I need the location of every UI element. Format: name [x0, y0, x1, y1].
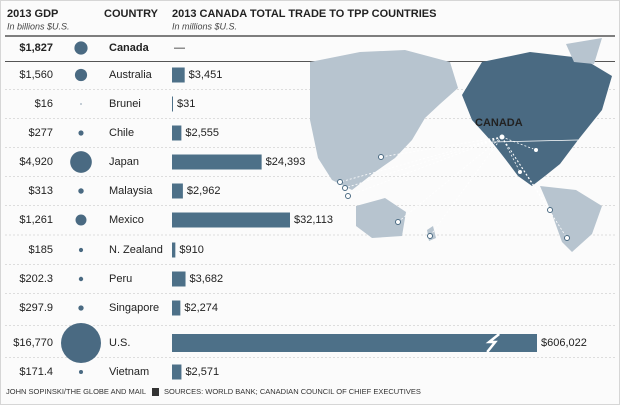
trade-bar — [172, 183, 183, 199]
trade-bar — [172, 364, 182, 380]
trade-label: $3,451 — [189, 69, 223, 81]
gdp-label: $1,560 — [19, 69, 53, 81]
trade-label: — — [174, 42, 185, 54]
country-label: Canada — [109, 42, 150, 54]
gdp-bubble — [74, 68, 88, 82]
country-label: Malaysia — [109, 185, 153, 197]
gdp-label: $4,920 — [19, 156, 53, 168]
gdp-label: $1,261 — [19, 214, 53, 226]
gdp-label: $171.4 — [19, 366, 53, 378]
trade-label: $2,555 — [185, 127, 219, 139]
greenland — [566, 38, 602, 64]
asia — [310, 50, 458, 190]
gdp-bubble — [75, 214, 87, 226]
axis-break — [485, 333, 500, 353]
source: SOURCES: WORLD BANK; CANADIAN COUNCIL OF… — [164, 387, 421, 396]
trade-bar — [172, 96, 173, 112]
south-america — [540, 186, 602, 252]
trade-bar — [172, 154, 262, 170]
country-label: N. Zealand — [109, 244, 163, 256]
route-points — [337, 133, 570, 241]
country-label: Chile — [109, 127, 134, 139]
gdp-subtitle: In billions $U.S. — [7, 21, 70, 31]
credit: JOHN SOPINSKI/THE GLOBE AND MAIL — [6, 387, 146, 396]
country-label: Peru — [109, 273, 132, 285]
trade-label: $24,393 — [266, 156, 306, 168]
gdp-bubble — [78, 369, 84, 375]
trade-bar — [172, 271, 186, 287]
map: CANADA — [310, 38, 612, 252]
country-label: Australia — [109, 69, 153, 81]
trade-bar — [172, 334, 537, 352]
gdp-bubble — [78, 130, 84, 136]
border-line — [491, 139, 579, 143]
trade-label: $2,571 — [185, 366, 219, 378]
trade-label: $2,274 — [184, 302, 218, 314]
gdp-label: $16,770 — [13, 337, 53, 349]
gdp-title: 2013 GDP — [7, 8, 58, 20]
gdp-bubble — [80, 103, 82, 105]
gdp-bubble — [78, 188, 84, 194]
country-label: Vietnam — [109, 366, 149, 378]
country-label: Japan — [109, 156, 139, 168]
australia — [356, 198, 406, 238]
trade-label: $606,022 — [541, 337, 587, 349]
logo — [152, 388, 159, 396]
country-label: U.S. — [109, 337, 130, 349]
trade-label: $31 — [177, 98, 195, 110]
trade-bar — [172, 67, 185, 83]
gdp-bubble — [78, 305, 84, 311]
gdp-label: $1,827 — [19, 42, 53, 54]
trade-label: $3,682 — [190, 273, 224, 285]
gdp-label: $202.3 — [19, 273, 53, 285]
gdp-bubble — [70, 151, 92, 173]
country-label: Singapore — [109, 302, 159, 314]
route-lines — [339, 136, 568, 239]
trade-label: $2,962 — [187, 185, 221, 197]
trade-label: $910 — [179, 244, 203, 256]
gdp-label: $16 — [35, 98, 53, 110]
gdp-bubble — [78, 276, 84, 282]
trade-bar — [172, 212, 290, 228]
country-header: COUNTRY — [104, 8, 159, 20]
gdp-label: $277 — [29, 127, 53, 139]
gdp-label: $297.9 — [19, 302, 53, 314]
trade-bar — [172, 300, 181, 316]
trade-title: 2013 CANADA TOTAL TRADE TO TPP COUNTRIES — [172, 8, 436, 20]
gdp-bubble — [74, 41, 88, 55]
country-label: Mexico — [109, 214, 144, 226]
trade-label: $32,113 — [294, 214, 333, 226]
gdp-label: $185 — [29, 244, 53, 256]
gdp-label: $313 — [29, 185, 53, 197]
gdp-bubble — [78, 247, 84, 253]
gdp-bubble — [61, 323, 101, 363]
trade-subtitle: In millions $U.S. — [172, 21, 237, 31]
trade-bar — [172, 242, 176, 258]
trade-bar — [172, 125, 182, 141]
north-america — [462, 52, 612, 186]
map-label: CANADA — [475, 117, 523, 129]
country-label: Brunei — [109, 98, 141, 110]
